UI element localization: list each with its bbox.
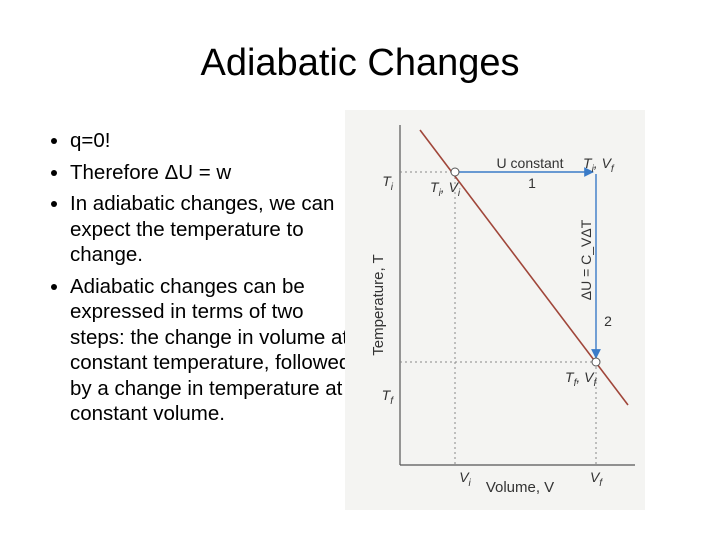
symbol: T xyxy=(382,387,392,403)
bullet: q=0! xyxy=(70,128,355,154)
symbol: T xyxy=(565,369,575,385)
state-point xyxy=(450,167,460,177)
symbol: , V xyxy=(594,155,613,171)
subscript: i xyxy=(458,188,461,199)
step-label: ΔU = C_VΔT xyxy=(578,219,594,300)
symbol: , V xyxy=(576,369,595,385)
step-number: 1 xyxy=(528,175,536,191)
step-number: 2 xyxy=(604,313,612,329)
symbol: , V xyxy=(441,179,460,195)
subscript: i xyxy=(439,188,442,199)
y-axis-label: Temperature, T xyxy=(370,254,387,355)
subscript: i xyxy=(469,478,472,489)
math-label: Vf xyxy=(590,469,603,489)
bullet: Therefore ΔU = w xyxy=(70,160,355,186)
slide-title: Adiabatic Changes xyxy=(200,42,520,84)
math-label: Ti, Vf xyxy=(583,155,615,175)
math-label: Ti, Vi xyxy=(430,179,461,199)
bullet: In adiabatic changes, we can expect the … xyxy=(70,191,355,268)
subscript: i xyxy=(592,164,595,175)
state-point xyxy=(591,357,601,367)
subscript: f xyxy=(574,378,578,389)
figure-background xyxy=(345,110,645,510)
symbol: V xyxy=(590,469,601,485)
subscript: f xyxy=(390,396,394,407)
symbol: T xyxy=(583,155,593,171)
math-label: Vi xyxy=(459,469,471,489)
math-label: Tf xyxy=(382,387,395,407)
math-label: Ti xyxy=(382,173,394,193)
subscript: i xyxy=(391,182,394,193)
subscript: f xyxy=(611,164,615,175)
step-label: U constant xyxy=(497,155,564,171)
symbol: T xyxy=(382,173,392,189)
x-axis-label: Volume, V xyxy=(486,479,554,496)
bullet: Adiabatic changes can be expressed in te… xyxy=(70,274,355,427)
symbol: T xyxy=(430,179,440,195)
math-label: Tf, Vf xyxy=(565,369,597,389)
subscript: f xyxy=(599,478,603,489)
symbol: V xyxy=(459,469,470,485)
figure: Temperature, T Volume, V U constant 1 ΔU… xyxy=(345,110,645,510)
subscript: f xyxy=(593,378,597,389)
bullet-list: q=0! Therefore ΔU = w In adiabatic chang… xyxy=(48,128,355,433)
